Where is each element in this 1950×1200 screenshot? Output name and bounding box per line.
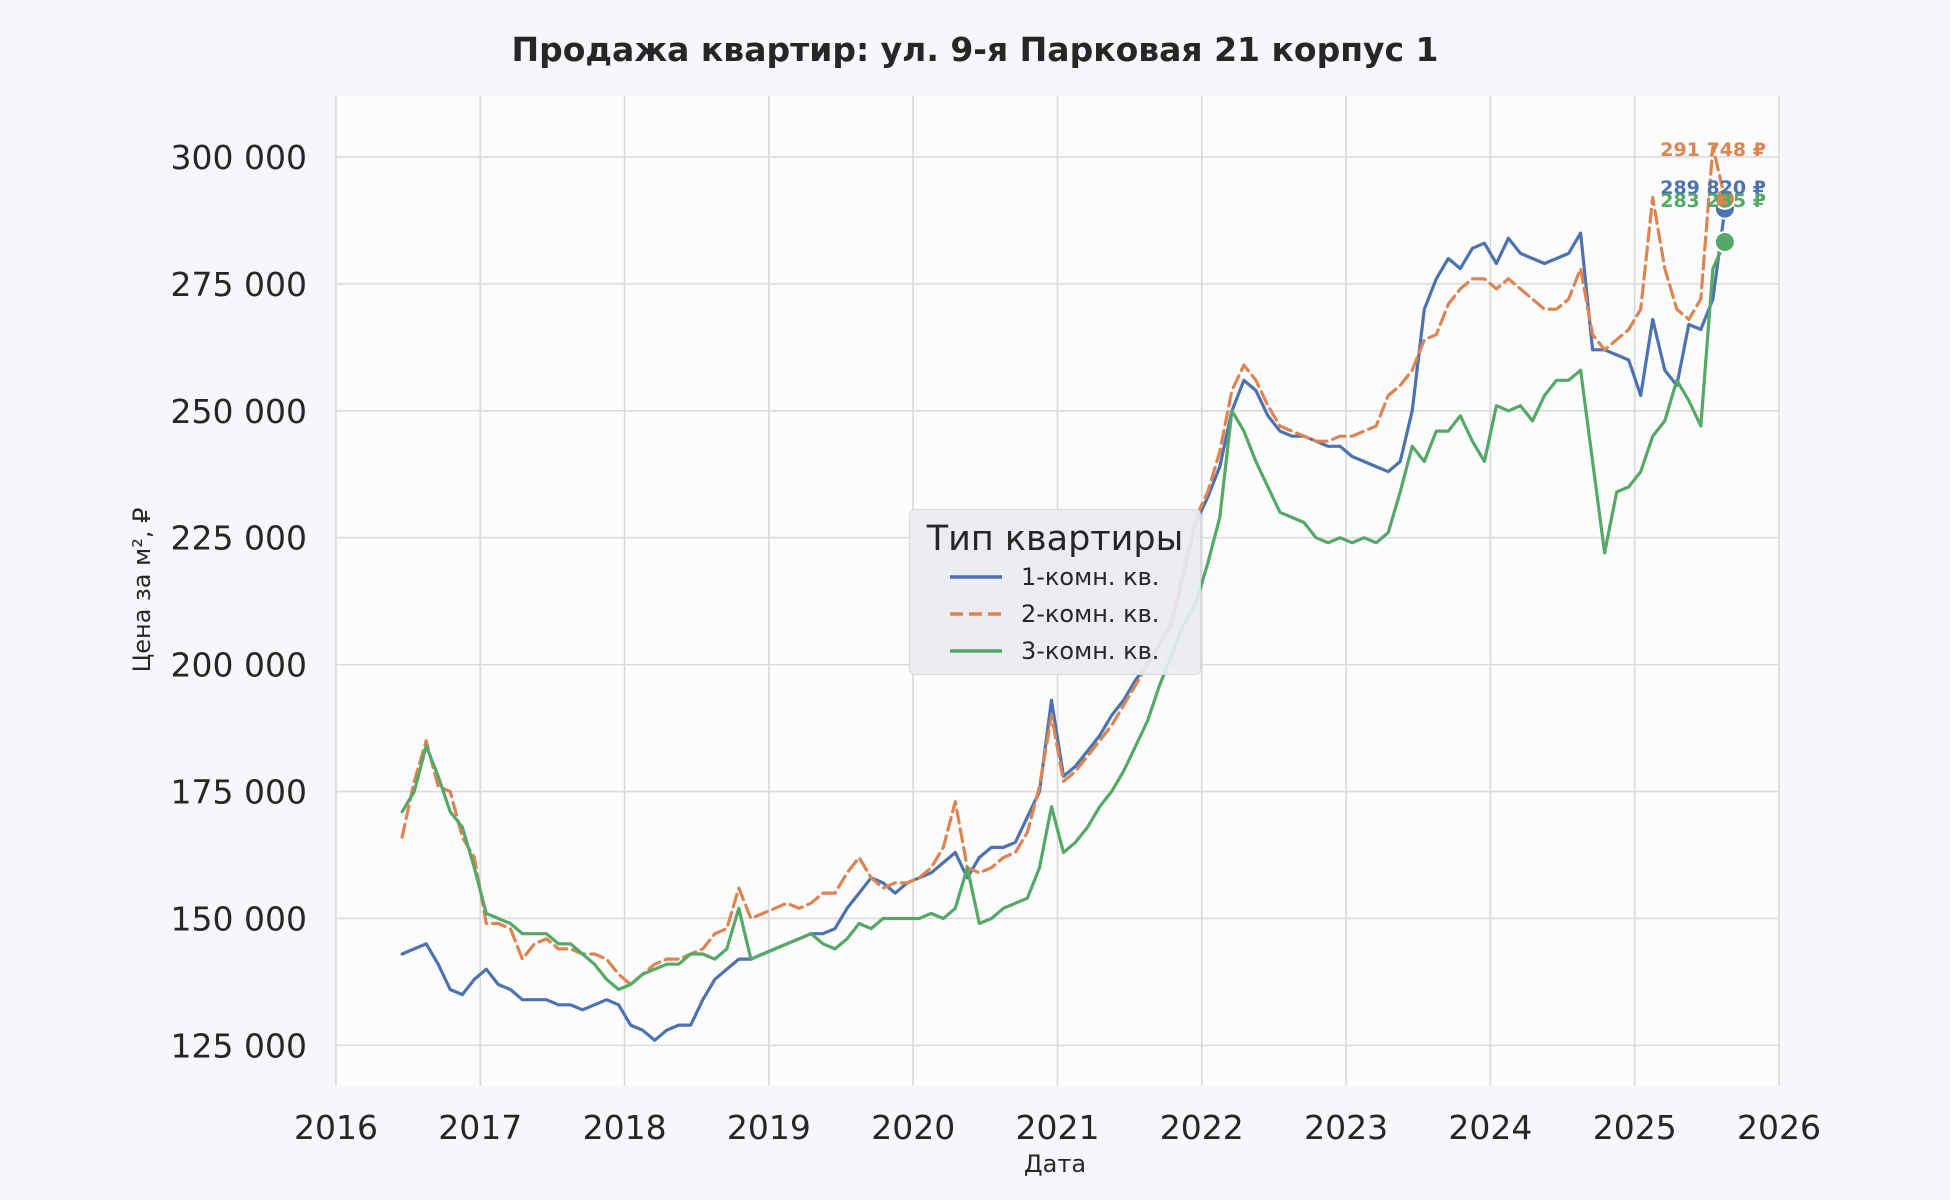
y-tick-label: 225 000 <box>171 519 307 558</box>
y-tick-label: 125 000 <box>171 1026 307 1065</box>
legend-entry-2: 2-комн. кв. <box>948 600 1188 630</box>
end-markers <box>1713 187 1736 254</box>
x-tick-label: 2021 <box>1016 1108 1100 1147</box>
legend-swatch-1 <box>950 575 1002 579</box>
series-line-1-room <box>400 207 1727 1042</box>
x-tick-label: 2018 <box>583 1108 667 1147</box>
end-value-label: 283 235 ₽ <box>1660 190 1766 212</box>
x-axis-label: Дата <box>1024 1150 1086 1178</box>
series-line-2-room <box>400 145 1727 987</box>
x-tick-label: 2022 <box>1160 1108 1244 1147</box>
end-labels: 291 748 ₽ 289 820 ₽283 235 ₽ <box>1660 139 1766 212</box>
legend: Тип квартиры 1-комн. кв. 2-комн. кв. 3-к… <box>909 509 1201 675</box>
legend-entry-3: 3-комн. кв. <box>948 637 1188 667</box>
y-tick-label: 275 000 <box>171 265 307 304</box>
legend-label-2: 2-комн. кв. <box>1021 600 1160 628</box>
y-tick-labels: 125 000 150 000 175 000 200 000 225 000 250 0… <box>171 138 307 1065</box>
x-tick-label: 2016 <box>294 1108 378 1147</box>
end-value-label: 291 748 ₽ <box>1660 139 1766 161</box>
end-marker-2-room <box>1713 187 1736 210</box>
x-tick-label: 2024 <box>1448 1108 1532 1147</box>
x-tick-labels: 2016 2017 2018 2019 2020 2021 2022 2023 2024 2025… <box>294 1108 1821 1147</box>
x-tick-label: 2020 <box>871 1108 955 1147</box>
legend-title: Тип квартиры <box>926 519 1184 559</box>
chart-title: Продажа квартир: ул. 9-я Парковая 21 кор… <box>511 30 1439 69</box>
y-tick-label: 150 000 <box>171 899 307 938</box>
legend-swatch-2 <box>950 612 1002 616</box>
y-tick-label: 250 000 <box>171 392 307 431</box>
x-tick-label: 2025 <box>1593 1108 1677 1147</box>
x-tick-label: 2019 <box>727 1108 811 1147</box>
y-axis-label: Цена за м², ₽ <box>128 508 156 673</box>
legend-swatch-3 <box>950 649 1002 653</box>
y-tick-label: 200 000 <box>171 646 307 685</box>
x-tick-label: 2023 <box>1304 1108 1388 1147</box>
series-lines <box>400 145 1727 1042</box>
end-value-label: 289 820 ₽ <box>1660 177 1766 199</box>
end-marker-3-room <box>1713 231 1736 254</box>
x-tick-label: 2017 <box>438 1108 522 1147</box>
y-tick-label: 300 000 <box>171 138 307 177</box>
legend-label-1: 1-комн. кв. <box>1021 563 1160 591</box>
legend-entry-1: 1-комн. кв. <box>948 563 1188 593</box>
x-tick-label: 2026 <box>1737 1108 1821 1147</box>
legend-label-3: 3-комн. кв. <box>1021 637 1160 665</box>
series-line-3-room <box>400 240 1727 992</box>
y-tick-label: 175 000 <box>171 773 307 812</box>
